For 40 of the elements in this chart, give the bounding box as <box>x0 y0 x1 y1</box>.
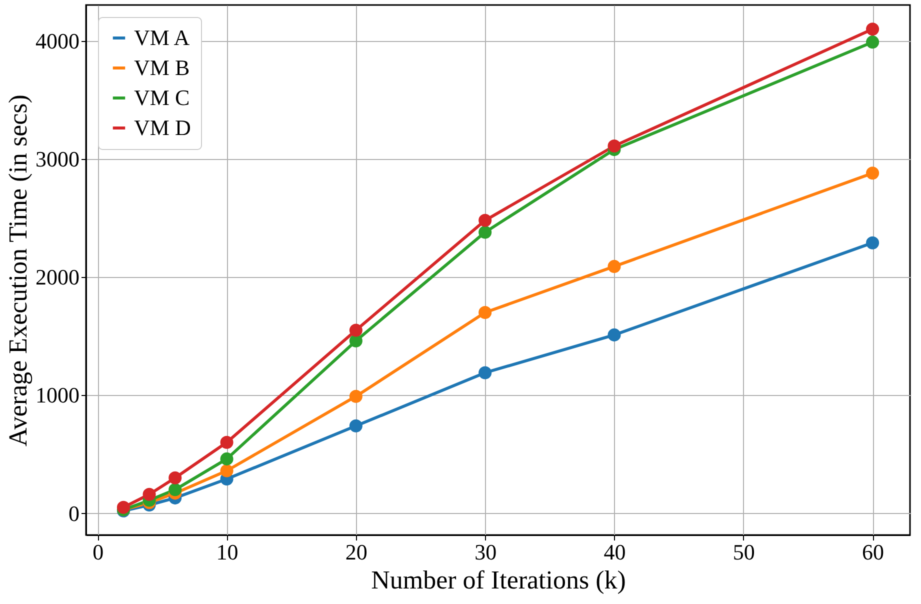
y-tick-label: 2000 <box>36 264 80 290</box>
point <box>478 214 492 227</box>
y-tick-label: 1000 <box>36 382 80 408</box>
point <box>220 464 234 478</box>
x-tick-label: 50 <box>732 540 755 564</box>
point <box>478 366 492 380</box>
point <box>608 139 621 153</box>
x-tick-label: 20 <box>345 540 368 564</box>
point <box>866 36 880 49</box>
x-tick-label: 10 <box>216 540 238 564</box>
y-axis-title: Average Execution Time (in secs) <box>4 94 32 446</box>
x-tick-label: 30 <box>474 540 497 564</box>
point <box>349 419 362 432</box>
point <box>220 436 234 449</box>
legend-label: VM B <box>134 55 190 80</box>
y-tick-label: 4000 <box>36 28 80 54</box>
point <box>220 452 234 466</box>
x-tick-label: 40 <box>604 540 626 564</box>
point <box>608 328 621 342</box>
legend-label: VM D <box>134 115 191 140</box>
point <box>478 226 492 239</box>
x-tick-label: 60 <box>862 540 884 564</box>
point <box>349 390 362 403</box>
y-tick-label: 0 <box>68 500 80 526</box>
point <box>866 166 880 180</box>
point <box>866 236 880 250</box>
point <box>478 306 492 320</box>
point <box>168 483 182 496</box>
x-tick-label: 0 <box>92 540 104 564</box>
point <box>349 334 362 348</box>
point <box>116 500 130 514</box>
point <box>168 471 182 484</box>
y-tick-label: 3000 <box>36 146 80 172</box>
point <box>866 22 880 36</box>
legend-label: VM A <box>134 25 190 50</box>
point <box>142 488 156 501</box>
legend-label: VM C <box>134 85 190 110</box>
point <box>608 260 621 273</box>
x-axis-title: Number of Iterations (k) <box>371 566 626 594</box>
point <box>349 324 362 337</box>
